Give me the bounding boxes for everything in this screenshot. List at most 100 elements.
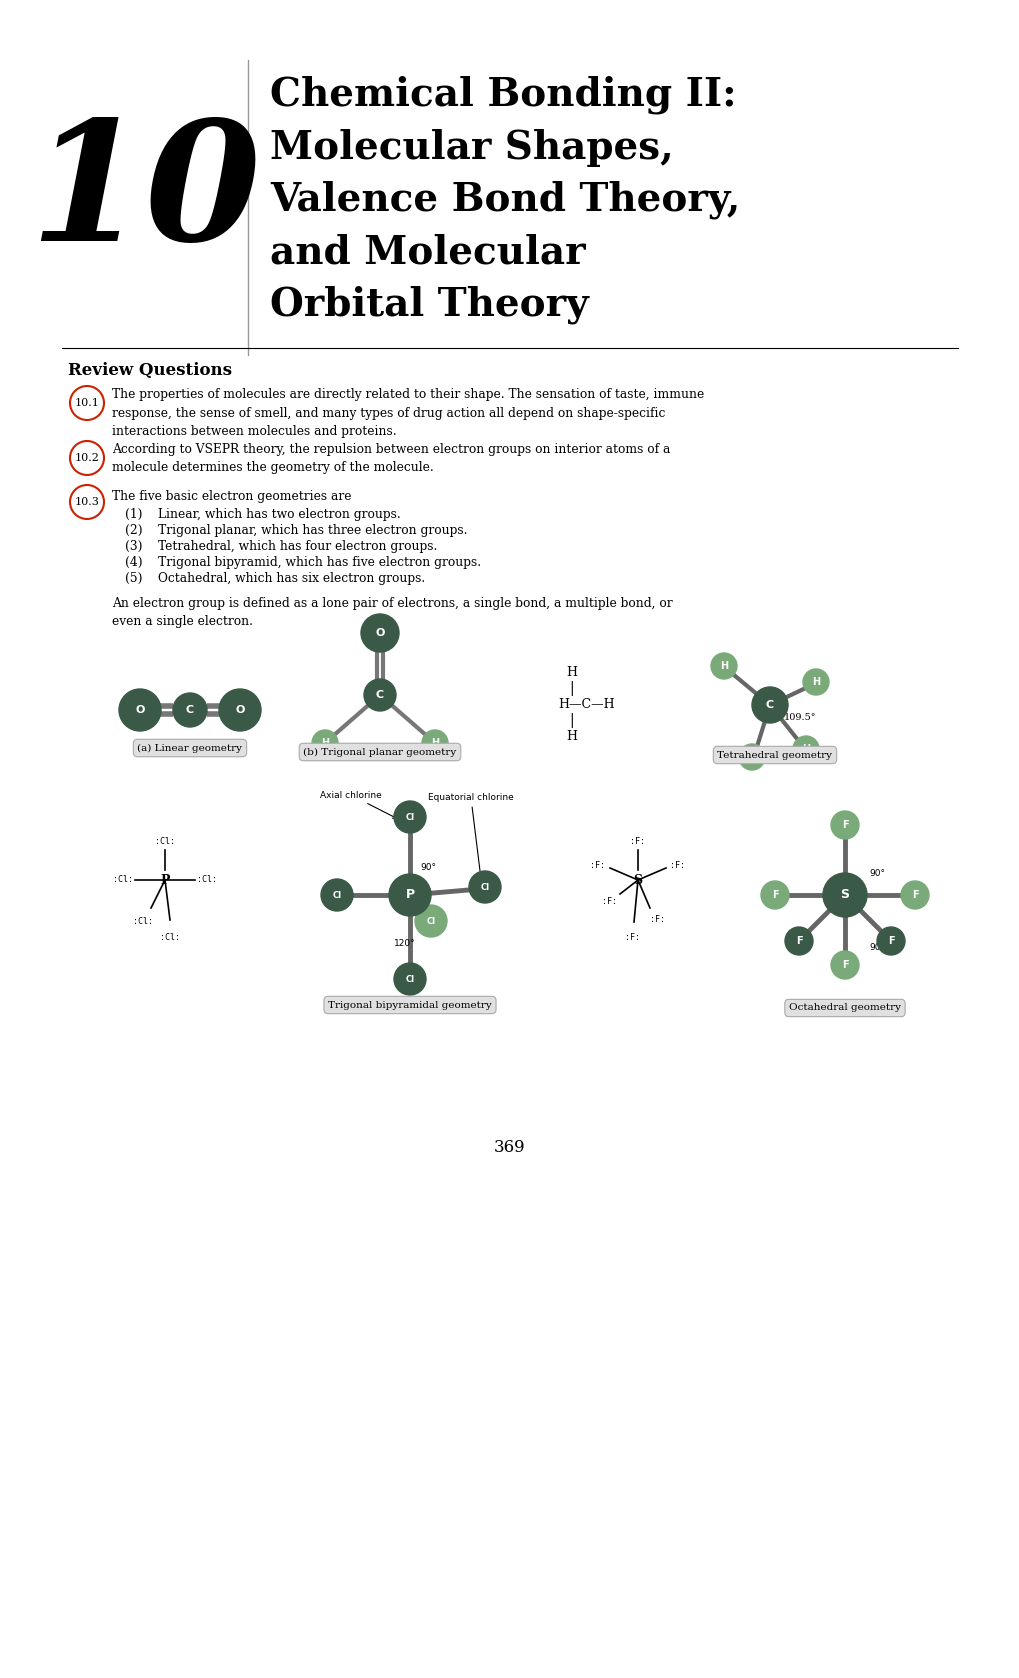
Text: :Cl:: :Cl:: [132, 918, 153, 926]
Text: Cl: Cl: [426, 916, 435, 926]
Text: Equatorial chlorine: Equatorial chlorine: [428, 792, 514, 883]
Text: H: H: [566, 730, 577, 743]
Text: Axial chlorine: Axial chlorine: [320, 790, 396, 819]
Text: H: H: [801, 743, 809, 753]
Text: C: C: [376, 690, 384, 700]
Text: H: H: [321, 738, 329, 748]
Text: Tetrahedral geometry: Tetrahedral geometry: [716, 750, 832, 760]
Text: F: F: [887, 936, 894, 946]
Text: F: F: [841, 960, 848, 970]
Text: 90°: 90°: [420, 862, 435, 871]
Text: 10: 10: [29, 114, 261, 275]
Text: 10.1: 10.1: [74, 398, 99, 408]
Text: (1)    Linear, which has two electron groups.: (1) Linear, which has two electron group…: [125, 508, 400, 520]
Text: H—C—H: H—C—H: [557, 698, 614, 711]
Text: :Cl:: :Cl:: [160, 933, 179, 943]
Text: Cl: Cl: [480, 883, 489, 891]
Circle shape: [415, 904, 446, 936]
Text: and Molecular: and Molecular: [270, 233, 585, 272]
Text: H: H: [430, 738, 438, 748]
Circle shape: [876, 926, 904, 955]
Text: (4)    Trigonal bipyramid, which has five electron groups.: (4) Trigonal bipyramid, which has five e…: [125, 555, 481, 569]
Circle shape: [388, 874, 431, 916]
Text: 90°: 90°: [868, 943, 884, 951]
Text: The properties of molecules are directly related to their shape. The sensation o: The properties of molecules are directly…: [112, 388, 703, 438]
Text: O: O: [375, 628, 384, 638]
Text: C: C: [185, 705, 194, 715]
Circle shape: [393, 963, 426, 995]
Text: The five basic electron geometries are: The five basic electron geometries are: [112, 490, 352, 503]
Text: According to VSEPR theory, the repulsion between electron groups on interior ato: According to VSEPR theory, the repulsion…: [112, 443, 669, 475]
Circle shape: [830, 810, 858, 839]
Text: :F:: :F:: [602, 898, 616, 906]
Text: F: F: [795, 936, 802, 946]
Text: Valence Bond Theory,: Valence Bond Theory,: [270, 181, 740, 220]
Text: :F:: :F:: [630, 837, 645, 846]
Text: :F:: :F:: [625, 933, 640, 943]
Circle shape: [785, 926, 812, 955]
Text: C: C: [765, 700, 773, 710]
Text: (a) Linear geometry: (a) Linear geometry: [138, 743, 243, 752]
Circle shape: [822, 873, 866, 916]
Text: Trigonal bipyramidal geometry: Trigonal bipyramidal geometry: [328, 1000, 491, 1010]
Circle shape: [393, 800, 426, 832]
Text: Orbital Theory: Orbital Theory: [270, 285, 588, 324]
Text: S: S: [840, 888, 849, 901]
Text: 369: 369: [493, 1139, 526, 1156]
Text: :Cl:: :Cl:: [155, 837, 175, 846]
Text: Review Questions: Review Questions: [68, 361, 231, 379]
Circle shape: [739, 743, 764, 770]
Text: F: F: [771, 889, 777, 899]
Text: Cl: Cl: [405, 812, 414, 822]
Circle shape: [900, 881, 928, 909]
Circle shape: [312, 730, 337, 757]
Text: O: O: [235, 705, 245, 715]
Circle shape: [422, 730, 447, 757]
Circle shape: [710, 653, 737, 680]
Text: :F:: :F:: [650, 916, 664, 925]
Text: Octahedral geometry: Octahedral geometry: [789, 1003, 900, 1012]
Text: P: P: [160, 874, 169, 886]
Text: F: F: [911, 889, 917, 899]
Text: H: H: [811, 676, 819, 686]
Text: F: F: [841, 821, 848, 831]
Circle shape: [751, 686, 788, 723]
Text: (3)    Tetrahedral, which has four electron groups.: (3) Tetrahedral, which has four electron…: [125, 540, 437, 554]
Text: Molecular Shapes,: Molecular Shapes,: [270, 129, 673, 168]
Circle shape: [219, 690, 261, 732]
Text: :Cl:: :Cl:: [197, 876, 217, 884]
Text: P: P: [405, 888, 414, 901]
Circle shape: [469, 871, 500, 903]
Text: (5)    Octahedral, which has six electron groups.: (5) Octahedral, which has six electron g…: [125, 572, 425, 586]
Text: Cl: Cl: [405, 975, 414, 983]
Text: (b) Trigonal planar geometry: (b) Trigonal planar geometry: [303, 747, 457, 757]
Text: :F:: :F:: [590, 861, 605, 869]
Text: |: |: [570, 713, 574, 728]
Text: :F:: :F:: [669, 861, 685, 869]
Circle shape: [802, 670, 828, 695]
Text: S: S: [633, 874, 642, 886]
Text: 109.5°: 109.5°: [784, 713, 815, 722]
Circle shape: [760, 881, 789, 909]
Text: O: O: [136, 705, 145, 715]
Circle shape: [321, 879, 353, 911]
Text: 10.2: 10.2: [74, 453, 99, 463]
Text: 120°: 120°: [393, 938, 416, 948]
Text: 90°: 90°: [868, 869, 884, 878]
Text: Cl: Cl: [332, 891, 341, 899]
Text: H: H: [566, 666, 577, 680]
Circle shape: [792, 737, 818, 762]
Circle shape: [361, 614, 398, 653]
Circle shape: [830, 951, 858, 978]
Text: Chemical Bonding II:: Chemical Bonding II:: [270, 76, 736, 114]
Text: 10.3: 10.3: [74, 497, 99, 507]
Text: H: H: [719, 661, 728, 671]
Text: (2)    Trigonal planar, which has three electron groups.: (2) Trigonal planar, which has three ele…: [125, 524, 467, 537]
Circle shape: [119, 690, 161, 732]
Text: H: H: [747, 752, 755, 762]
Text: :Cl:: :Cl:: [113, 876, 132, 884]
Text: An electron group is defined as a lone pair of electrons, a single bond, a multi: An electron group is defined as a lone p…: [112, 597, 672, 629]
Circle shape: [364, 680, 395, 711]
Text: |: |: [570, 681, 574, 696]
Circle shape: [173, 693, 207, 727]
